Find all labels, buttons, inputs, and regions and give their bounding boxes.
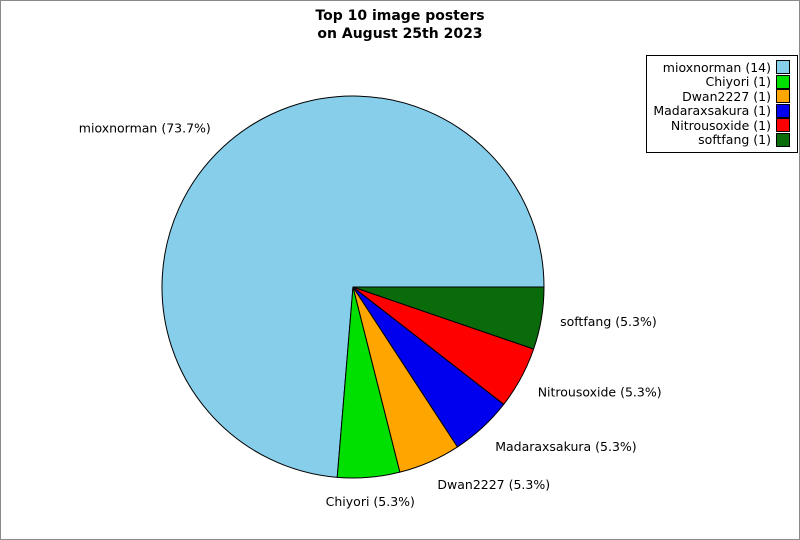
legend: mioxnorman (14) Chiyori (1) Dwan2227 (1) Ma… — [646, 55, 798, 153]
slice-label-Dwan2227: Dwan2227 (5.3%) — [437, 477, 550, 492]
chart-title-line1: Top 10 image posters — [315, 8, 485, 24]
legend-item-Chiyori: Chiyori (1) — [652, 74, 790, 90]
pie-slice-softfang — [352, 286, 545, 350]
legend-item-softfang: softfang (1) — [652, 132, 790, 148]
slice-label-mioxnorman: mioxnorman (73.7%) — [79, 121, 211, 136]
legend-label: softfang (1) — [698, 132, 771, 148]
legend-swatch-Dwan2227 — [776, 89, 790, 104]
slice-label-Madaraxsakura: Madaraxsakura (5.3%) — [495, 439, 636, 454]
legend-swatch-Madaraxsakura — [776, 103, 790, 118]
legend-item-Nitrousoxide: Nitrousoxide (1) — [652, 118, 790, 133]
legend-swatch-mioxnorman — [776, 60, 790, 75]
legend-label: Dwan2227 (1) — [682, 88, 771, 104]
legend-label: Chiyori (1) — [705, 74, 771, 90]
chart-title-line2: on August 25th 2023 — [317, 26, 483, 42]
legend-item-mioxnorman: mioxnorman (14) — [652, 60, 790, 75]
legend-label: Nitrousoxide (1) — [670, 117, 771, 133]
slice-label-Chiyori: Chiyori (5.3%) — [326, 494, 415, 509]
legend-swatch-Nitrousoxide — [776, 118, 790, 133]
legend-item-Dwan2227: Dwan2227 (1) — [652, 89, 790, 104]
legend-label: Madaraxsakura (1) — [653, 103, 771, 119]
legend-swatch-Chiyori — [776, 74, 790, 89]
chart-title: Top 10 image posters on August 25th 2023 — [1, 7, 799, 43]
slice-label-softfang: softfang (5.3%) — [560, 314, 657, 329]
legend-item-Madaraxsakura: Madaraxsakura (1) — [652, 103, 790, 119]
legend-swatch-softfang — [776, 132, 790, 147]
slice-label-Nitrousoxide: Nitrousoxide (5.3%) — [538, 384, 662, 399]
legend-label: mioxnorman (14) — [662, 59, 771, 75]
